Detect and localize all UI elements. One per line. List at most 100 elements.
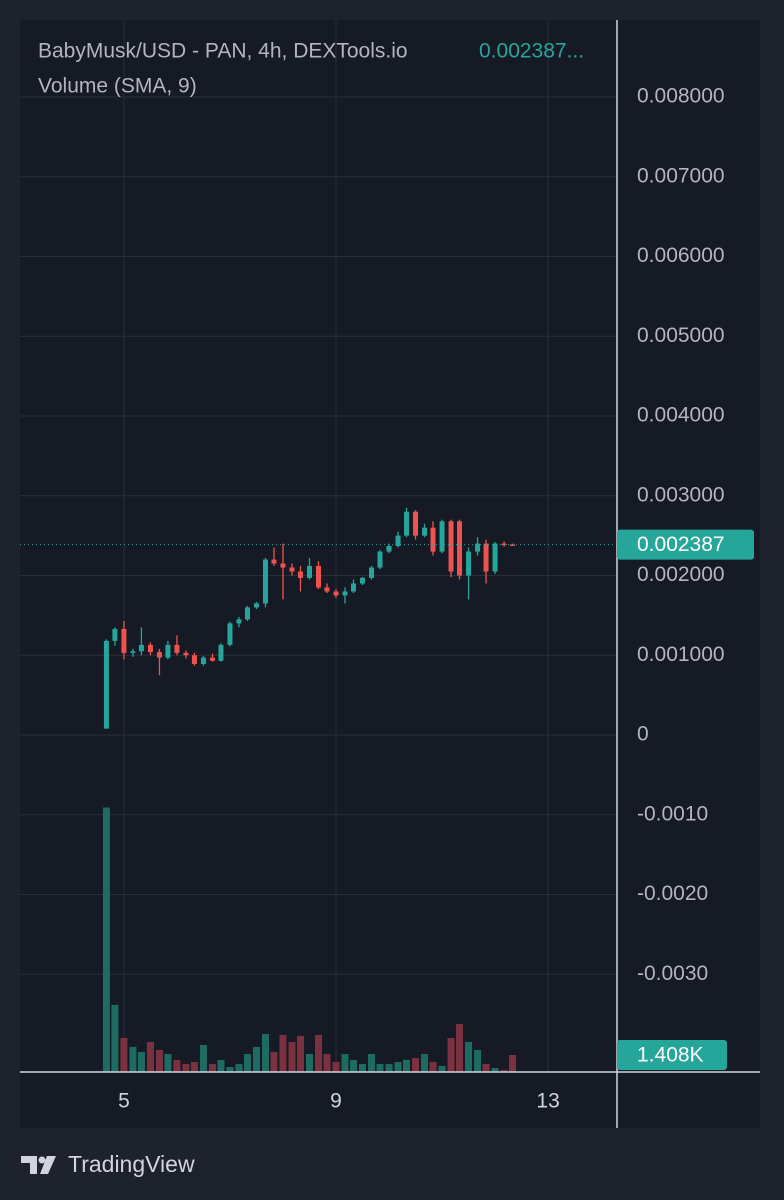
volume-bar [341,1054,349,1072]
volume-bar [474,1049,482,1072]
title-value: 0.002387... [479,40,584,63]
candle-body [227,623,233,645]
y-tick-label: 0.008000 [637,85,725,108]
candle-body [121,628,127,653]
candle-body [475,543,481,552]
volume-bar [296,1035,304,1072]
volume-bar [438,1065,446,1072]
brand: TradingView [68,1151,195,1177]
volume-badge [617,1039,727,1070]
y-tick-label: 0.006000 [637,244,725,267]
volume-bar [226,1066,234,1072]
y-tick-label: 0.005000 [637,324,725,347]
volume-bar [403,1059,411,1072]
volume-bar [208,1064,216,1072]
grid [20,20,617,1072]
candle-body [244,607,250,620]
price-badge-label: 0.002387 [637,533,725,556]
candle-body [430,527,436,552]
volume-bar [146,1041,154,1072]
candle-body [369,567,375,578]
chart-title: BabyMusk/USD - PAN, 4h, DEXTools.io [38,40,408,63]
y-tick-label: 0.002000 [637,563,725,586]
candle-body [103,640,109,729]
volume-bar [261,1033,269,1072]
volume-bar [235,1064,243,1072]
volume-bar [429,1061,437,1072]
candle-body [183,652,189,656]
candle-body [422,527,428,536]
candle-body [386,546,392,552]
candle-body [156,652,162,658]
volume-bar [111,1004,119,1072]
volume-bar [447,1037,455,1072]
candle-body [457,521,463,576]
volume-bar [394,1061,402,1072]
candle-body [377,551,383,568]
volume-bar [465,1041,473,1072]
volume-bar [199,1044,207,1072]
x-tick-label: 9 [330,1090,342,1113]
candle-body [253,603,259,608]
candle-body [510,544,516,546]
price-badge [617,529,754,560]
candle-body [191,655,197,665]
candle-body [439,521,445,552]
candle-body [297,571,303,578]
volume-bar [270,1051,278,1072]
candle-body [174,644,180,653]
volume-bar [155,1049,163,1072]
y-tick-label: 0.004000 [637,404,725,427]
candle-body [360,577,366,584]
volume-bar [323,1054,331,1072]
x-tick-label: 13 [536,1090,559,1113]
y-tick-label: 0.003000 [637,483,725,506]
x-tick-label: 5 [118,1090,130,1113]
candle-body [165,644,171,658]
candle-body [342,591,348,596]
candle-body [395,535,401,546]
candle-body [306,565,312,578]
volume-bar [190,1061,198,1072]
volume-bar [102,807,110,1072]
panel [20,20,760,1128]
y-tick-label: -0.0030 [637,962,708,985]
candle-body [209,657,215,661]
candle-body [350,583,356,592]
candle-body [316,565,321,588]
candle-body [289,567,295,572]
volume-bar [305,1054,313,1072]
brand-logo [21,1156,56,1174]
y-tick-label: -0.0010 [637,802,708,825]
candle-body [448,521,454,572]
candle-body [218,644,224,661]
candle-body [138,644,144,652]
candle-body [112,628,118,641]
volume-bar [217,1059,225,1072]
volume-badge-label: 1.408K [637,1044,704,1067]
candle-body [492,543,498,572]
volume-bar [129,1046,137,1072]
volume-bar [243,1054,251,1072]
volume-bar [349,1059,357,1072]
candle-body [483,543,489,572]
volume-bar [385,1064,393,1072]
labels: 0.008000 0.007000 0.006000 0.005000 0.004000… [118,85,754,1113]
y-tick-label: 0.007000 [637,164,725,187]
volume-bar [288,1041,296,1072]
volume-bar [421,1054,429,1072]
candle-body [200,657,206,665]
volume-bar [456,1023,464,1072]
volume-bar [164,1054,172,1072]
volume-bar [182,1064,190,1072]
candle-body [324,587,330,592]
candle-body [280,563,286,568]
candle-body [262,559,268,604]
volume-bar [491,1068,499,1072]
candle-body [147,644,153,653]
volume-bar [279,1034,287,1072]
subtitle: Volume (SMA, 9) [38,75,197,98]
candle-body [236,619,242,624]
candle-body [271,559,277,564]
